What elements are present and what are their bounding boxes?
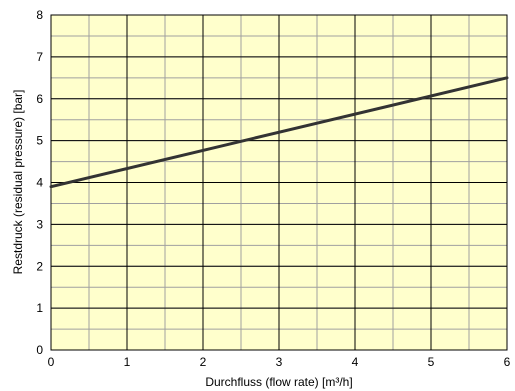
x-tick-label: 4 — [352, 355, 359, 369]
y-tick-label: 1 — [36, 301, 43, 315]
x-axis-label: Durchfluss (flow rate) [m³/h] — [205, 375, 352, 389]
y-tick-label: 4 — [36, 176, 43, 190]
y-tick-label: 6 — [36, 92, 43, 106]
x-tick-label: 1 — [124, 355, 131, 369]
series-layer — [49, 76, 509, 189]
x-tick-label: 6 — [504, 355, 511, 369]
x-tick-label: 3 — [276, 355, 283, 369]
x-tick-label: 5 — [428, 355, 435, 369]
x-tick-label: 2 — [200, 355, 207, 369]
plot-border — [50, 14, 508, 351]
y-tick-label: 2 — [36, 259, 43, 273]
y-tick-label: 0 — [36, 343, 43, 357]
x-tick-labels: 0 1 2 3 4 5 6 — [48, 355, 511, 369]
y-axis-label: Restdruck (residual pressure) [bar] — [11, 90, 25, 275]
y-tick-label: 3 — [36, 217, 43, 231]
y-tick-label: 7 — [36, 50, 43, 64]
y-tick-labels: 0 1 2 3 4 5 6 7 8 — [36, 8, 43, 357]
x-tick-label: 0 — [48, 355, 55, 369]
series-line — [49, 76, 509, 189]
y-tick-label: 8 — [36, 8, 43, 22]
y-tick-label: 5 — [36, 134, 43, 148]
